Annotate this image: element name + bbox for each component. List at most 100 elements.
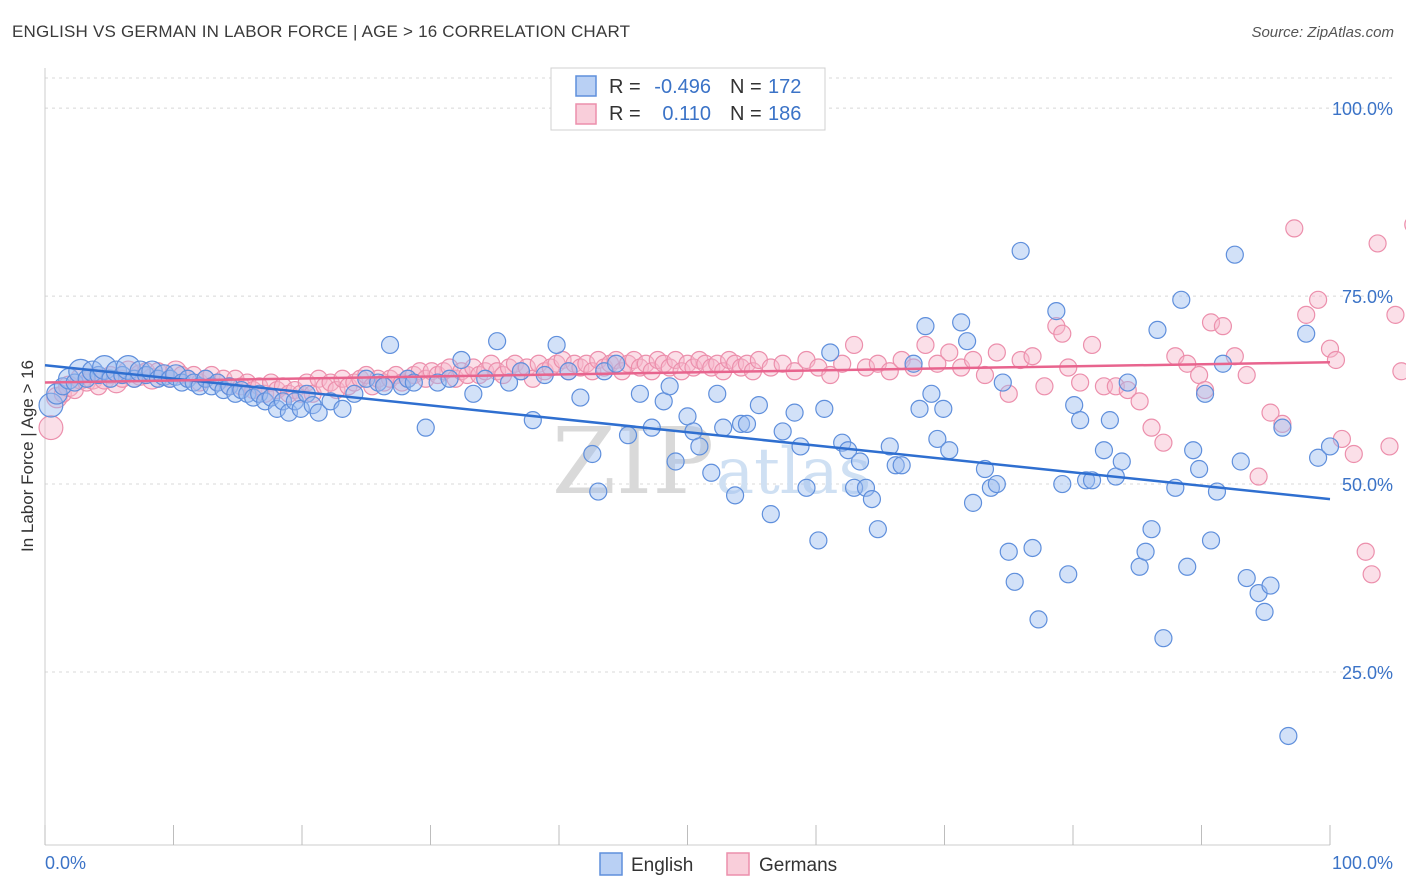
german-point <box>999 384 1018 403</box>
stats-box: R = -0.496 N = 172 R = 0.110 N = 186 <box>550 67 826 131</box>
english-point <box>1071 411 1090 430</box>
german-n-value: 186 <box>768 103 801 125</box>
english-point <box>708 384 727 403</box>
english-point <box>910 399 929 418</box>
german-point <box>844 335 864 355</box>
english-point <box>809 531 828 550</box>
english-point <box>1059 565 1078 584</box>
english-point <box>1047 302 1066 321</box>
german-point <box>1142 418 1161 437</box>
y-tick-label: 75.0% <box>1342 287 1393 307</box>
german-point <box>940 343 959 362</box>
english-point <box>607 354 626 373</box>
german-point <box>916 335 935 355</box>
legend-swatch-germans <box>726 852 750 876</box>
english-n-label: N = <box>730 76 762 98</box>
english-point <box>38 392 64 418</box>
english-point <box>702 463 721 482</box>
german-trend-line <box>44 360 1331 384</box>
german-point <box>1344 444 1363 464</box>
english-point <box>731 414 751 434</box>
english-point <box>1184 441 1203 460</box>
german-point <box>1392 362 1406 381</box>
english-point <box>571 388 590 407</box>
english-point <box>630 384 650 403</box>
german-point <box>1106 377 1125 396</box>
english-point <box>1082 471 1102 490</box>
german-point <box>987 343 1006 362</box>
english-point <box>940 441 959 460</box>
legend-swatch-english <box>599 852 623 876</box>
german-point <box>1261 403 1280 422</box>
english-point <box>440 369 459 388</box>
german-point <box>1023 347 1042 366</box>
english-r-value: -0.496 <box>654 76 711 98</box>
german-point <box>1320 339 1340 358</box>
german-point <box>1213 317 1233 336</box>
english-point <box>987 474 1006 494</box>
english-point <box>850 452 870 471</box>
english-point <box>1273 418 1292 437</box>
german-point <box>963 350 983 370</box>
english-point <box>993 373 1012 392</box>
german-point <box>1035 377 1054 396</box>
legend-label-english: English <box>631 855 693 876</box>
english-point <box>1201 531 1221 550</box>
chart-title: ENGLISH VS GERMAN IN LABOR FORCE | AGE >… <box>12 22 631 41</box>
legend: English Germans <box>599 852 837 876</box>
english-point <box>1029 610 1048 629</box>
trend-lines <box>44 360 1331 501</box>
german-point <box>1356 542 1375 561</box>
english-point <box>815 399 834 418</box>
english-point <box>886 456 905 475</box>
english-point <box>737 414 757 434</box>
english-point <box>583 444 602 464</box>
german-n-label: N = <box>730 103 762 125</box>
english-point <box>1190 459 1209 479</box>
x-tick-label: 0.0% <box>45 853 86 873</box>
english-point <box>279 403 299 422</box>
english-point <box>1320 437 1340 456</box>
x-tick-label: 100.0% <box>1332 853 1393 873</box>
english-point <box>1023 538 1042 558</box>
english-point <box>725 486 745 505</box>
english-point <box>1112 452 1131 471</box>
watermark-atlas: atlas <box>716 435 871 509</box>
y-tick-label: 100.0% <box>1332 99 1393 119</box>
english-point <box>1100 411 1119 430</box>
english-point <box>333 399 352 418</box>
english-point <box>690 437 709 456</box>
german-point <box>1130 392 1149 411</box>
english-r-label: R = <box>609 76 641 98</box>
german-point <box>666 350 685 370</box>
english-point <box>452 350 471 370</box>
english-point <box>1178 557 1197 576</box>
y-axis-title: In Labor Force | Age > 16 <box>18 360 37 552</box>
english-point <box>791 437 810 456</box>
english-point <box>856 478 876 497</box>
english-point <box>862 489 882 509</box>
german-point <box>1285 219 1304 238</box>
german-point <box>38 415 64 441</box>
english-point <box>1053 474 1072 494</box>
english-point <box>1297 324 1316 343</box>
german-point <box>1386 305 1405 324</box>
english-point <box>476 369 495 388</box>
y-tick-label: 50.0% <box>1342 475 1393 495</box>
english-n-value: 172 <box>768 76 801 98</box>
german-point <box>1201 313 1221 332</box>
english-point <box>1231 452 1250 471</box>
english-point <box>1279 726 1298 746</box>
english-point <box>749 396 768 415</box>
english-point <box>416 418 435 437</box>
english-point <box>880 437 899 456</box>
english-point <box>404 373 423 392</box>
english-point <box>380 335 400 355</box>
source-credit: Source: ZipAtlas.com <box>1251 24 1394 41</box>
german-point <box>975 365 995 385</box>
english-point <box>1136 542 1155 561</box>
x-tick-labels: 0.0% 100.0% <box>45 853 1393 873</box>
german-point <box>1362 565 1381 584</box>
english-point <box>660 377 679 396</box>
english-point <box>1225 245 1244 264</box>
